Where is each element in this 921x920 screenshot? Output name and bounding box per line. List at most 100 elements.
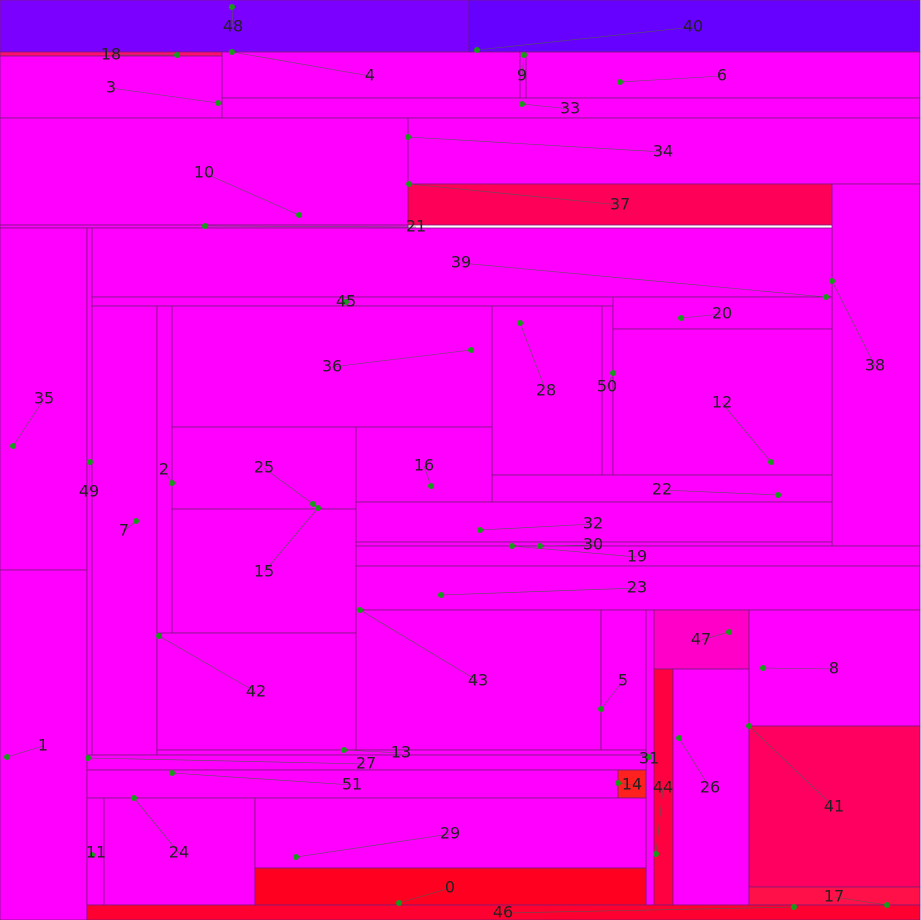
region-label: 9 [517,66,527,85]
anchor-dot [598,706,604,712]
anchor-dot [519,101,525,107]
leader-line [440,587,638,596]
region-label: 4 [365,66,375,85]
region-label: 28 [536,381,556,400]
region [672,668,750,906]
leader-line [359,609,479,682]
region-label: 33 [560,99,580,118]
region [221,51,521,99]
region [156,632,357,751]
region-label: 8 [829,659,839,678]
region-label: 32 [583,514,603,533]
leader-line [133,797,180,854]
labels: 0123456789101112131415161718192021222324… [34,17,885,920]
region-label: 44 [653,778,673,797]
leader-line [398,887,451,904]
anchor-dot [617,79,623,85]
leader-line [407,136,664,153]
region-label: 35 [34,389,54,408]
region-label: 46 [493,903,513,920]
leader-line [295,833,451,858]
region-label: 47 [691,630,711,649]
region-label: 39 [451,253,471,272]
region-label: 40 [683,17,703,36]
anchor-dot [174,52,180,58]
anchor-dot [357,607,363,613]
anchor-dot [428,483,434,489]
anchor-dot [791,904,797,910]
region [831,183,921,547]
anchor-dot [760,665,766,671]
region-label: 16 [414,456,434,475]
leader-line [502,906,795,914]
leader-line [343,749,402,754]
region-label: 14 [622,775,642,794]
region-label: 37 [610,195,630,214]
anchor-dot [615,780,621,786]
anchor-dot [315,505,321,511]
region [254,797,647,869]
anchor-dot [653,851,659,857]
anchor-dot [89,852,95,858]
leader-line [6,745,44,758]
region [0,227,88,571]
region-label: 22 [652,480,672,499]
anchor-dot [169,770,175,776]
anchor-dot [169,480,175,486]
leader-line [700,631,730,641]
region-label: 24 [169,843,189,862]
leader-line [12,398,45,447]
anchor-dot [202,223,208,229]
anchor-dot [133,518,139,524]
region-label: 3 [106,78,116,97]
region-label: 48 [223,17,243,36]
anchor-dot [468,347,474,353]
leader-line [600,680,624,710]
anchor-dot [823,294,829,300]
leader-line [231,6,234,28]
region [355,426,493,503]
region [467,0,921,53]
region-label: 34 [653,142,673,161]
leader-line [661,489,779,496]
leader-line [748,725,835,808]
region-label: 21 [406,217,426,236]
leader-line [680,313,723,319]
anchor-dot [343,299,349,305]
anchor-dot [438,592,444,598]
leader-line [619,75,723,83]
anchor-dot [768,459,774,465]
region-label: 45 [336,292,356,311]
leader-line [423,465,432,487]
leader-line [479,523,594,531]
leader-line [158,635,257,693]
anchor-dot [676,735,682,741]
region-label: 38 [865,356,885,375]
region [171,508,357,634]
anchor-dot [10,443,16,449]
leader-line [231,51,371,77]
anchor-dot [131,795,137,801]
region-label: 18 [101,45,121,64]
leader-line [655,787,664,855]
region-label: 49 [79,482,99,501]
region-label: 7 [119,521,129,540]
region-label: 51 [342,775,362,794]
region [355,501,833,543]
leader-line [110,87,219,104]
anchor-dot [726,629,732,635]
anchor-dot [775,492,781,498]
leader-line [539,544,594,547]
leader-line [831,280,876,367]
anchor-dot [396,900,402,906]
anchor-dot [678,315,684,321]
anchor-dot [474,47,480,53]
region-label: 10 [194,163,214,182]
anchor-dot [884,902,890,908]
region-label: 26 [700,778,720,797]
leader-line [88,461,91,493]
leader-line [521,54,525,77]
anchor-dot [87,459,93,465]
leader-line [408,183,621,206]
region-label: 25 [254,458,274,477]
